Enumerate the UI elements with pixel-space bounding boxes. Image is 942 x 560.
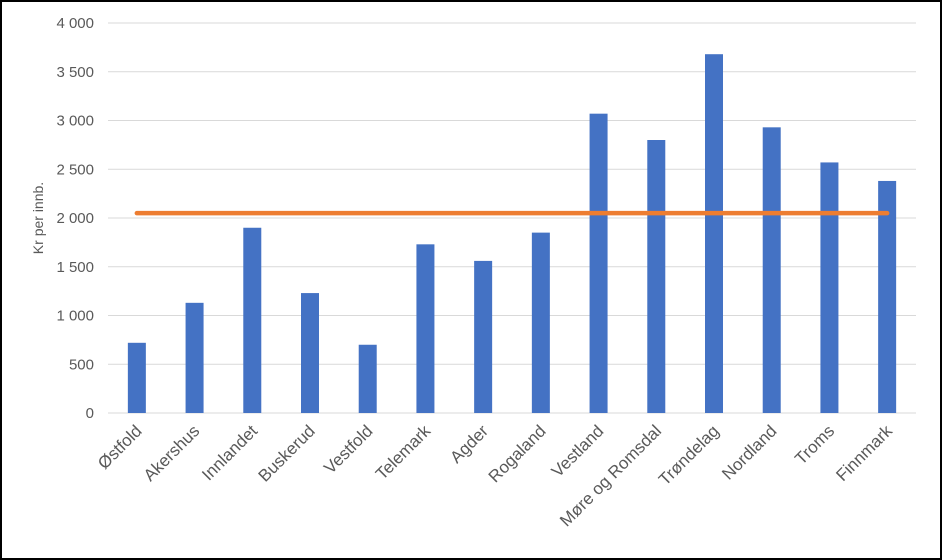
bar [705, 54, 723, 413]
y-tick-label: 0 [86, 405, 94, 422]
bar [531, 232, 550, 413]
gridlines [108, 22, 916, 414]
y-tick-label: 2 000 [56, 210, 94, 227]
bar [416, 244, 435, 413]
bar [185, 302, 204, 413]
x-category-label: Buskerud [255, 421, 319, 485]
x-category-label: Rogaland [485, 421, 550, 486]
bar [878, 180, 897, 413]
bar [762, 127, 781, 413]
x-category-label: Vestfold [320, 421, 376, 477]
y-tick-label: 3 000 [56, 113, 94, 130]
x-category-label: Agder [446, 421, 492, 467]
y-tick-label: 4 000 [56, 15, 94, 32]
x-category-label: Trøndelag [655, 421, 723, 489]
bar-series [127, 54, 897, 414]
x-category-label: Østfold [94, 421, 146, 473]
x-category-label: Møre og Romsdal [556, 421, 665, 530]
x-category-label: Nordland [718, 421, 780, 483]
bar [820, 162, 839, 413]
x-category-label: Finnmark [832, 421, 896, 485]
x-category-label: Vestland [548, 421, 608, 481]
bar [647, 140, 666, 413]
x-category-label: Troms [791, 421, 838, 468]
bar [474, 260, 493, 413]
y-tick-label: 2 500 [56, 161, 94, 178]
x-category-label: Innlandet [198, 421, 261, 484]
y-tick-label: 3 500 [56, 64, 94, 81]
y-axis-title: Kr per innb. [30, 182, 46, 254]
bar [301, 293, 319, 413]
y-tick-label: 1 500 [56, 259, 94, 276]
bar [127, 342, 146, 413]
bar [589, 113, 608, 414]
y-axis-ticks: 0 500 1 000 1 500 2 000 2 500 3 000 3 500 4 000 [56, 15, 94, 422]
x-category-label: Telemark [372, 421, 435, 484]
bar [243, 227, 262, 413]
x-category-label: Akershus [140, 421, 204, 485]
bar [358, 344, 377, 413]
y-tick-label: 1 000 [56, 308, 94, 325]
y-tick-label: 500 [69, 356, 94, 373]
